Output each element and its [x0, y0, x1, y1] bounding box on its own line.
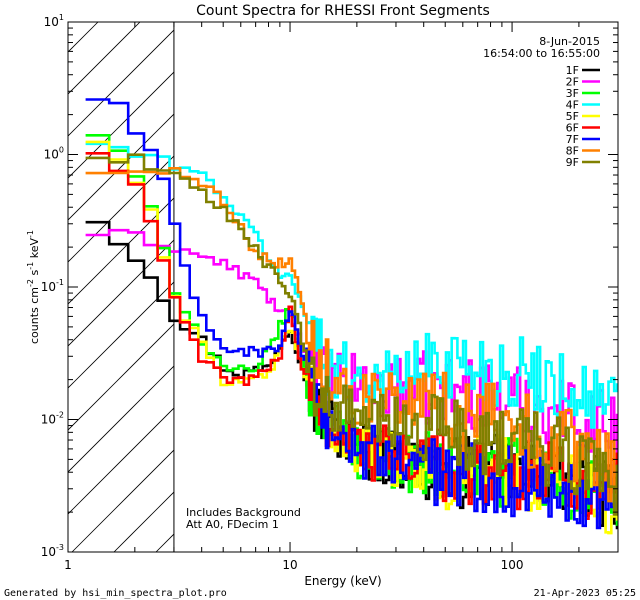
chart-title: Count Spectra for RHESSI Front Segments — [196, 3, 490, 19]
y-tick-label: 10-3 — [41, 543, 64, 559]
legend-label-5F: 5F — [566, 110, 579, 123]
series-line-4F — [85, 142, 618, 429]
y-tick-label: 10-2 — [41, 411, 64, 427]
x-tick-label: 100 — [501, 558, 524, 572]
hatch-line — [71, 449, 174, 552]
x-tick-labels: 1 10 100 — [64, 558, 523, 572]
x-tick-label: 1 — [64, 558, 72, 572]
annotation-background: Includes Background — [186, 506, 301, 519]
y-tick-labels: 10-3 10-2 10-1 100 101 — [41, 13, 64, 559]
series-line-7F — [85, 98, 618, 530]
series-line-2F — [85, 228, 618, 466]
hatch-line — [68, 29, 174, 137]
legend-label-3F: 3F — [566, 87, 579, 100]
y-tick-label: 100 — [44, 146, 64, 162]
footer-timestamp: 21-Apr-2023 05:25 — [534, 588, 636, 599]
series-group — [85, 98, 618, 535]
x-axis-label: Energy (keV) — [304, 574, 381, 588]
x-tick-label: 10 — [282, 558, 297, 572]
legend-label-4F: 4F — [566, 99, 579, 112]
annotation-attenuator: Att A0, FDecim 1 — [186, 518, 279, 531]
time-range: 16:54:00 to 16:55:00 — [483, 47, 600, 60]
hatch-line — [68, 239, 174, 347]
y-tick-label: 101 — [44, 13, 64, 29]
legend-label-6F: 6F — [566, 122, 579, 135]
hatch-line — [618, 22, 640, 552]
hatch-line — [68, 365, 174, 473]
legend-label-2F: 2F — [566, 76, 579, 89]
footer-generated-by: Generated by hsi_min_spectra_plot.pro — [4, 588, 227, 599]
hatch-line — [68, 407, 174, 515]
y-tick-label: 10-1 — [41, 278, 64, 294]
legend-label-7F: 7F — [566, 133, 579, 146]
y-axis-label: counts cm-2 s-1 keV-1 — [26, 230, 41, 344]
axis-ticks — [67, 21, 619, 553]
observation-date: 8-Jun-2015 — [539, 35, 600, 48]
series-line-9F — [85, 153, 618, 516]
legend-label-8F: 8F — [566, 145, 579, 158]
hatch-line — [68, 197, 174, 305]
hatch-line — [0, 22, 14, 552]
legend-label-9F: 9F — [566, 156, 579, 169]
legend-label-1F: 1F — [566, 64, 579, 77]
hatch-line — [68, 71, 174, 179]
